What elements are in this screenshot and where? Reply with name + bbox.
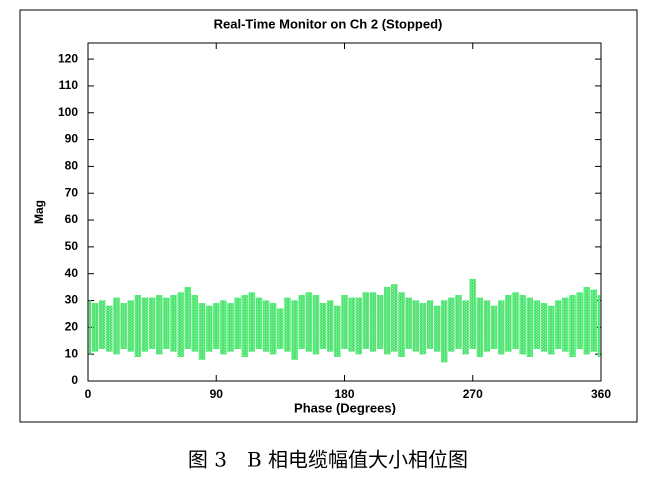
y-tick-label: 90	[65, 132, 79, 146]
phase-column	[163, 297, 170, 349]
frame	[19, 9, 638, 423]
plot: 0 10 20 30 40 50 60 70 80 90 100 110 120 0 90 180 270 360	[58, 42, 611, 401]
phase-column	[284, 297, 291, 352]
phase-column	[177, 292, 184, 358]
phase-column	[369, 292, 377, 352]
phase-column	[441, 300, 448, 363]
y-tick-label: 70	[65, 185, 79, 199]
caption: 图 3 B 相电缆幅值大小相位图	[188, 448, 468, 472]
phase-column	[490, 305, 498, 349]
phase-column	[512, 292, 519, 349]
phase-column	[419, 303, 427, 355]
y-tick-label: 10	[65, 346, 79, 360]
phase-column	[305, 292, 313, 352]
phase-column	[291, 300, 298, 360]
phase-column	[170, 295, 177, 352]
phase-column	[341, 295, 348, 349]
phase-column	[120, 303, 127, 349]
phase-column	[455, 295, 462, 349]
phase-column	[448, 297, 455, 352]
phase-column	[462, 300, 469, 355]
phase-column	[355, 297, 362, 355]
phase-column	[519, 295, 526, 355]
phase-column	[262, 300, 270, 352]
phase-column	[198, 303, 206, 360]
phase-column	[213, 303, 220, 349]
phase-column	[270, 303, 277, 355]
phase-column	[526, 297, 533, 358]
phase-column	[405, 297, 412, 349]
phase-column	[88, 300, 92, 355]
x-tick-label: 0	[85, 387, 92, 401]
x-tick-label: 360	[591, 387, 611, 401]
phase-column	[156, 295, 163, 355]
phase-column	[227, 303, 234, 352]
phase-column	[476, 297, 484, 358]
phase-column	[148, 297, 156, 349]
phase-column	[398, 292, 405, 358]
phase-column	[220, 300, 227, 355]
phase-column	[191, 295, 199, 352]
phase-column	[555, 300, 562, 349]
phase-column	[184, 286, 191, 349]
y-tick-label: 80	[65, 159, 79, 173]
phase-column	[498, 300, 505, 355]
phase-column	[127, 300, 134, 352]
phase-column	[590, 289, 598, 352]
phase-column	[241, 295, 248, 358]
y-tick-label: 0	[71, 373, 78, 387]
x-axis-label: Phase (Degrees)	[294, 400, 396, 415]
phase-column	[248, 292, 256, 352]
x-tick-label: 90	[210, 387, 224, 401]
phase-column	[384, 286, 391, 355]
phase-column	[540, 303, 548, 352]
phase-column	[433, 305, 441, 352]
phase-column	[569, 295, 576, 358]
y-tick-label: 110	[59, 78, 79, 92]
phase-column	[348, 297, 355, 352]
phase-column	[277, 308, 284, 349]
y-axis-label: Mag	[32, 200, 46, 224]
y-tick-label: 50	[65, 239, 79, 253]
phase-column	[312, 295, 320, 355]
x-tick-label: 180	[334, 387, 354, 401]
phase-column	[319, 303, 327, 349]
phase-column	[141, 297, 149, 352]
phase-column	[426, 300, 434, 349]
phase-column	[134, 295, 142, 358]
phase-column	[334, 305, 341, 358]
phase-column	[327, 300, 334, 352]
phase-column	[106, 305, 113, 352]
phase-column	[298, 295, 305, 349]
chart-title: Real-Time Monitor on Ch 2 (Stopped)	[214, 16, 443, 31]
y-tick-label: 120	[58, 51, 78, 65]
phase-column	[533, 300, 541, 349]
phase-column	[583, 286, 590, 355]
phase-column	[505, 295, 512, 352]
phase-column	[547, 305, 555, 355]
x-tick-label: 270	[463, 387, 483, 401]
y-tick-label: 30	[65, 293, 79, 307]
phase-column	[362, 292, 370, 349]
phase-column	[469, 278, 476, 349]
phase-column	[255, 297, 263, 349]
phase-column	[205, 305, 213, 352]
phase-column	[113, 297, 120, 355]
y-tick-label: 40	[65, 266, 79, 280]
phase-column	[376, 295, 384, 349]
phase-column	[483, 300, 491, 352]
phase-column	[576, 292, 583, 349]
y-tick-label: 60	[65, 212, 79, 226]
phase-column	[234, 297, 241, 349]
phase-column	[562, 297, 569, 352]
y-tick-label: 100	[58, 105, 78, 119]
phase-column	[412, 300, 419, 352]
phase-column	[91, 303, 99, 352]
phase-column	[99, 300, 106, 349]
y-tick-label: 20	[65, 320, 79, 334]
phase-column	[391, 284, 398, 352]
phase-column	[597, 295, 601, 358]
